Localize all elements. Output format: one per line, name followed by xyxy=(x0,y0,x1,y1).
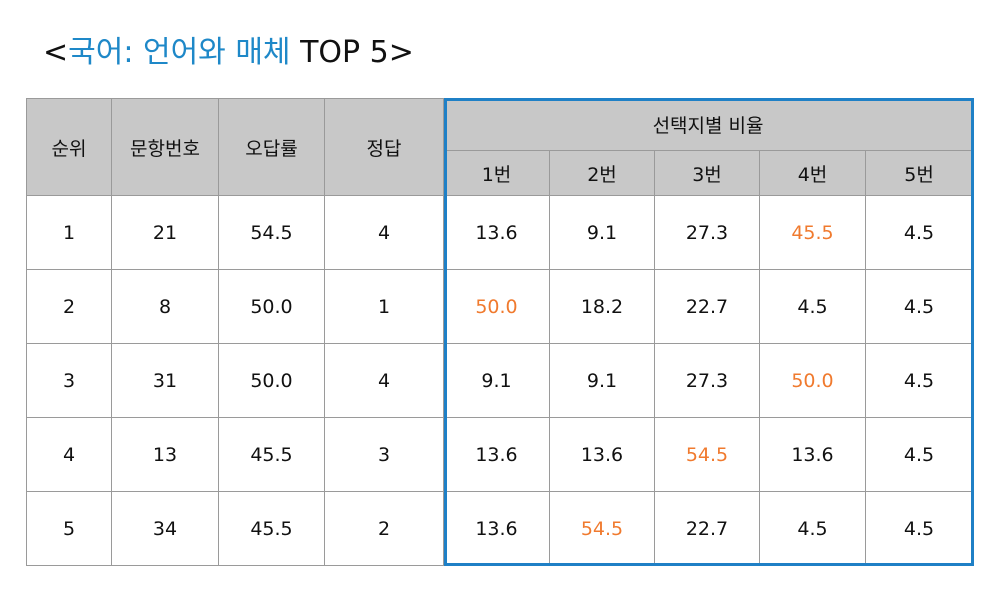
cell-choice-3: 27.3 xyxy=(654,195,760,270)
cell-question-no: 21 xyxy=(111,195,219,270)
header-choice-ratio: 선택지별 비율 xyxy=(442,98,974,151)
cell-choice-1: 13.6 xyxy=(443,417,550,492)
cell-choice-3: 27.3 xyxy=(654,343,760,418)
cell-choice-2-correct: 54.5 xyxy=(549,491,655,566)
table-row: 2 8 50.0 1 50.0 18.2 22.7 4.5 4.5 xyxy=(26,269,974,344)
cell-choice-2: 18.2 xyxy=(549,269,655,344)
cell-rank: 4 xyxy=(26,417,112,492)
cell-answer: 3 xyxy=(324,417,444,492)
cell-question-no: 8 xyxy=(111,269,219,344)
cell-choice-4-correct: 45.5 xyxy=(759,195,866,270)
cell-choice-2: 13.6 xyxy=(549,417,655,492)
cell-choice-2: 9.1 xyxy=(549,343,655,418)
cell-choice-5: 4.5 xyxy=(864,417,974,492)
cell-choice-1: 13.6 xyxy=(443,491,550,566)
cell-choice-3: 22.7 xyxy=(654,269,760,344)
cell-error-rate: 45.5 xyxy=(218,417,325,492)
cell-answer: 1 xyxy=(324,269,444,344)
header-choice-4: 4번 xyxy=(759,150,866,196)
cell-question-no: 13 xyxy=(111,417,219,492)
cell-choice-4-correct: 50.0 xyxy=(759,343,866,418)
cell-choice-5: 4.5 xyxy=(864,269,974,344)
table-row: 5 34 45.5 2 13.6 54.5 22.7 4.5 4.5 xyxy=(26,491,974,566)
cell-choice-4: 4.5 xyxy=(759,491,866,566)
cell-choice-5: 4.5 xyxy=(864,491,974,566)
cell-choice-3: 22.7 xyxy=(654,491,760,566)
cell-choice-1: 13.6 xyxy=(443,195,550,270)
title-subject: 국어: 언어와 매체 xyxy=(68,35,291,70)
cell-rank: 3 xyxy=(26,343,112,418)
top5-table: 순위 문항번호 오답률 정답 선택지별 비율 1번 2번 3번 4번 5번 1 … xyxy=(26,98,974,566)
cell-answer: 4 xyxy=(324,195,444,270)
header-error-rate: 오답률 xyxy=(218,98,325,196)
cell-error-rate: 50.0 xyxy=(218,269,325,344)
cell-question-no: 34 xyxy=(111,491,219,566)
cell-choice-4: 13.6 xyxy=(759,417,866,492)
header-choice-1: 1번 xyxy=(443,150,550,196)
cell-rank: 1 xyxy=(26,195,112,270)
cell-rank: 2 xyxy=(26,269,112,344)
cell-choice-5: 4.5 xyxy=(864,195,974,270)
title-rest: TOP 5> xyxy=(290,35,414,70)
header-question-no: 문항번호 xyxy=(111,98,219,196)
header-choice-3: 3번 xyxy=(654,150,760,196)
title-open: < xyxy=(43,35,69,70)
cell-error-rate: 45.5 xyxy=(218,491,325,566)
cell-error-rate: 54.5 xyxy=(218,195,325,270)
cell-question-no: 31 xyxy=(111,343,219,418)
header-answer: 정답 xyxy=(324,98,444,196)
cell-choice-1-correct: 50.0 xyxy=(443,269,550,344)
cell-choice-1: 9.1 xyxy=(443,343,550,418)
page-title: <국어: 언어와 매체 TOP 5> xyxy=(43,30,414,76)
cell-error-rate: 50.0 xyxy=(218,343,325,418)
cell-answer: 2 xyxy=(324,491,444,566)
cell-choice-4: 4.5 xyxy=(759,269,866,344)
cell-rank: 5 xyxy=(26,491,112,566)
cell-choice-5: 4.5 xyxy=(864,343,974,418)
table-row: 3 31 50.0 4 9.1 9.1 27.3 50.0 4.5 xyxy=(26,343,974,418)
cell-choice-3-correct: 54.5 xyxy=(654,417,760,492)
table-row: 1 21 54.5 4 13.6 9.1 27.3 45.5 4.5 xyxy=(26,195,974,270)
header-choice-2: 2번 xyxy=(549,150,655,196)
header-choice-5: 5번 xyxy=(864,150,974,196)
table-row: 4 13 45.5 3 13.6 13.6 54.5 13.6 4.5 xyxy=(26,417,974,492)
cell-choice-2: 9.1 xyxy=(549,195,655,270)
header-rank: 순위 xyxy=(26,98,112,196)
cell-answer: 4 xyxy=(324,343,444,418)
